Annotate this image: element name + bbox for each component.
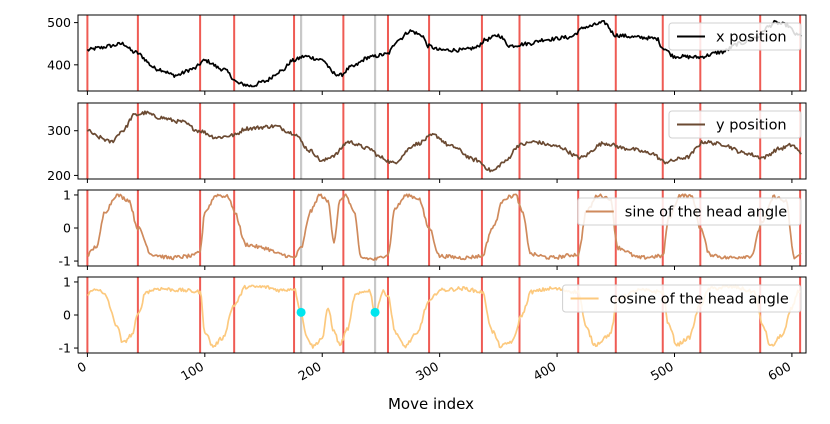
x-tick-label: 300 bbox=[413, 359, 441, 384]
axes-frame bbox=[77, 102, 807, 180]
legend-box bbox=[668, 22, 802, 51]
x-tick-label: 100 bbox=[178, 359, 206, 384]
y-tick-label: 200 bbox=[47, 168, 71, 183]
y-tick-label: 400 bbox=[47, 57, 71, 72]
y-tick-label: 500 bbox=[47, 15, 71, 30]
axes-frame bbox=[77, 14, 807, 92]
cyan-point bbox=[296, 307, 306, 317]
x-tick-label: 200 bbox=[296, 359, 324, 384]
legend-box bbox=[668, 110, 802, 139]
y-tick-label: 0 bbox=[63, 221, 71, 236]
y-tick-label: -1 bbox=[59, 254, 71, 269]
legend-label: cosine of the head angle bbox=[610, 292, 789, 308]
x-axis-label: Move index bbox=[388, 395, 474, 413]
legend-label: y position bbox=[716, 118, 787, 134]
series-line-2 bbox=[86, 193, 802, 262]
x-tick-label: 400 bbox=[530, 359, 558, 384]
series-line-0 bbox=[86, 19, 803, 88]
x-tick-labels: 0 100 200 300 400 500 600 bbox=[75, 359, 794, 384]
panel-cosine-head-angle: -1 0 1 cosine of the head angle bbox=[59, 274, 807, 357]
y-tick-label: -1 bbox=[59, 341, 71, 356]
y-tick-label: 0 bbox=[63, 308, 71, 323]
panel-x-position: 400 500 x position bbox=[47, 14, 807, 95]
legend-label: sine of the head angle bbox=[625, 205, 787, 221]
panel-sine-head-angle: -1 0 1 sine of the head angle bbox=[59, 187, 807, 270]
x-tick-label: 500 bbox=[648, 359, 676, 384]
series-line-1 bbox=[86, 110, 802, 173]
x-tick-label: 0 bbox=[75, 359, 89, 376]
y-tick-label: 1 bbox=[63, 274, 71, 289]
panel-y-position: 200 300 y position bbox=[47, 102, 807, 183]
cyan-point bbox=[370, 307, 380, 317]
y-tick-label: 1 bbox=[63, 187, 71, 202]
series-line-3 bbox=[87, 284, 802, 349]
legend-box bbox=[562, 284, 802, 313]
y-tick-label: 300 bbox=[47, 123, 71, 138]
legend-label: x position bbox=[716, 30, 787, 46]
x-tick-label: 600 bbox=[765, 359, 793, 384]
legend-box bbox=[577, 197, 802, 226]
